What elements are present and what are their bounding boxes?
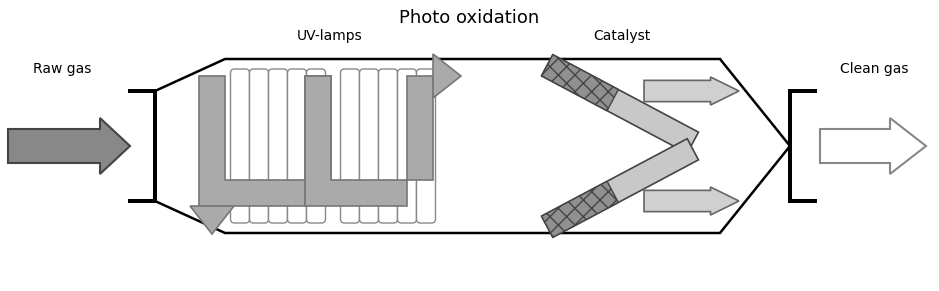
Polygon shape xyxy=(644,77,739,105)
FancyBboxPatch shape xyxy=(306,69,326,223)
FancyBboxPatch shape xyxy=(360,69,378,223)
Polygon shape xyxy=(542,181,619,237)
FancyBboxPatch shape xyxy=(287,69,306,223)
FancyBboxPatch shape xyxy=(230,69,250,223)
FancyBboxPatch shape xyxy=(341,69,360,223)
Polygon shape xyxy=(644,187,739,215)
Polygon shape xyxy=(199,76,331,206)
Polygon shape xyxy=(433,54,461,98)
Polygon shape xyxy=(305,76,433,206)
Polygon shape xyxy=(542,55,619,111)
FancyBboxPatch shape xyxy=(378,69,397,223)
FancyBboxPatch shape xyxy=(250,69,269,223)
Polygon shape xyxy=(190,206,234,234)
Text: UV-lamps: UV-lamps xyxy=(297,29,362,43)
FancyBboxPatch shape xyxy=(397,69,417,223)
Polygon shape xyxy=(542,139,699,237)
FancyBboxPatch shape xyxy=(269,69,287,223)
Text: Catalyst: Catalyst xyxy=(593,29,651,43)
Text: Raw gas: Raw gas xyxy=(33,62,91,76)
Text: Photo oxidation: Photo oxidation xyxy=(399,9,539,27)
Polygon shape xyxy=(542,55,699,153)
FancyBboxPatch shape xyxy=(417,69,436,223)
Text: Clean gas: Clean gas xyxy=(839,62,908,76)
Polygon shape xyxy=(820,118,926,174)
Polygon shape xyxy=(8,118,130,174)
